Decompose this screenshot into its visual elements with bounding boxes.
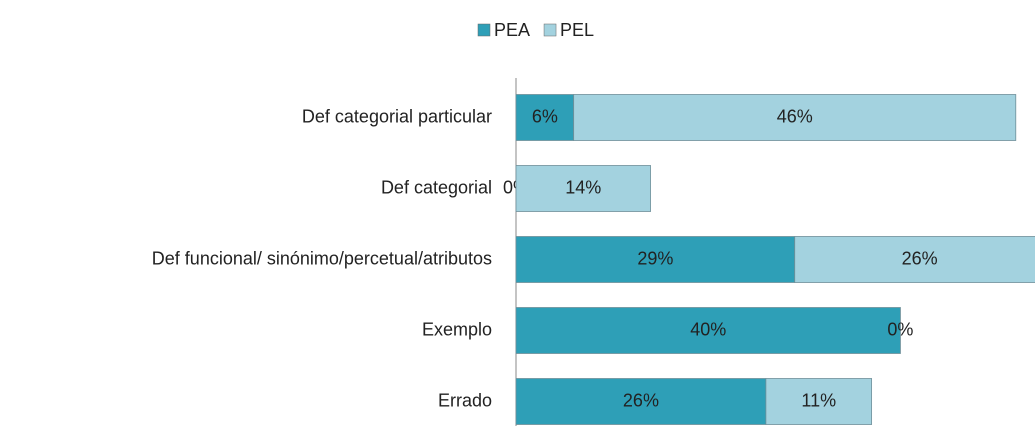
data-label: 0% xyxy=(887,319,913,339)
data-label: 26% xyxy=(902,248,938,268)
y-tick-label: Def categorial xyxy=(381,177,492,197)
data-label: 26% xyxy=(623,390,659,410)
bar-segment xyxy=(794,236,1035,283)
bar-segment xyxy=(515,165,651,212)
legend-label: PEL xyxy=(560,20,594,40)
data-label: 11% xyxy=(801,390,836,410)
bar-segment xyxy=(573,94,1017,141)
data-label: 46% xyxy=(777,106,813,126)
data-label: 29% xyxy=(637,248,673,268)
bar-segment xyxy=(765,378,873,425)
legend-swatch xyxy=(477,23,491,37)
y-tick-label: Exemplo xyxy=(422,319,492,339)
data-label: 40% xyxy=(690,319,726,339)
data-label: 6% xyxy=(532,106,558,126)
y-tick-label: Def funcional/ sinónimo/percetual/atribu… xyxy=(152,248,492,268)
legend-swatch xyxy=(543,23,557,37)
y-tick-label: Def categorial particular xyxy=(302,106,492,126)
data-label: 14% xyxy=(565,177,601,197)
bar-segment xyxy=(515,378,767,425)
legend-label: PEA xyxy=(494,20,530,40)
bar-segment xyxy=(515,236,796,283)
bar-segment xyxy=(515,307,901,354)
y-tick-label: Errado xyxy=(438,390,492,410)
